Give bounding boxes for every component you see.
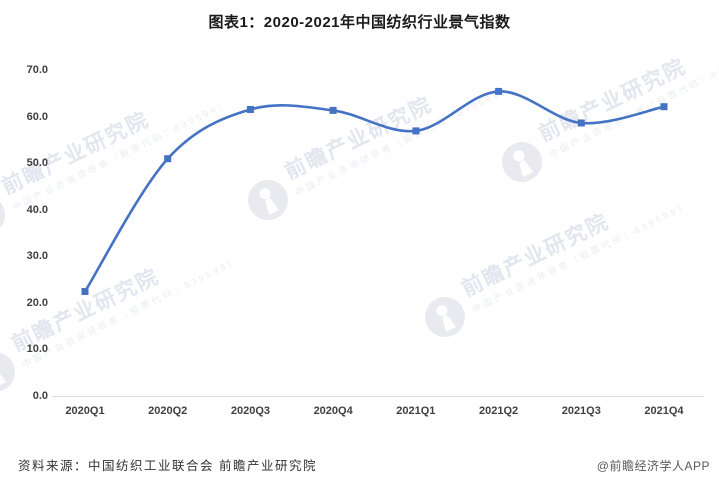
watermark-sub-text: 中国产业咨询领导者（股票代码：839599） bbox=[470, 200, 691, 315]
watermark-main-text: 前瞻产业研究院 bbox=[458, 209, 614, 302]
source-note: 资料来源：中国纺织工业联合会 前瞻产业研究院 bbox=[18, 459, 317, 473]
y-tick-label: 20.0 bbox=[26, 296, 48, 309]
y-tick-label: 70.0 bbox=[26, 64, 48, 77]
data-point-marker bbox=[246, 106, 254, 113]
watermark-sub-text: 中国产业咨询领导者（股票代码：839599） bbox=[20, 255, 241, 370]
data-point-marker bbox=[495, 87, 503, 95]
y-tick-label: 0.0 bbox=[32, 389, 48, 402]
credit-note: @前瞻经济学人APP bbox=[596, 459, 710, 473]
qianzhan-logo-icon bbox=[248, 180, 288, 220]
watermark-main-text: 前瞻产业研究院 bbox=[281, 92, 437, 185]
watermark-main-text: 前瞻产业研究院 bbox=[0, 107, 154, 200]
watermark-tile: 前瞻产业研究院 中国产业咨询领导者（股票代码：839599） bbox=[418, 168, 719, 362]
watermark-tile: 前瞻产业研究院 中国产业咨询领导者（股票代码：839599） bbox=[495, 13, 719, 207]
x-tick-label: 2021Q4 bbox=[644, 405, 684, 417]
x-tick-label: 2020Q4 bbox=[313, 405, 353, 417]
y-tick-label: 30.0 bbox=[26, 250, 48, 263]
data-point-marker bbox=[660, 103, 668, 111]
data-point-marker bbox=[81, 288, 89, 295]
data-point-marker bbox=[412, 127, 420, 135]
qianzhan-logo-icon bbox=[425, 297, 465, 337]
x-tick-label: 2020Q2 bbox=[148, 405, 188, 417]
data-point-marker bbox=[329, 106, 337, 114]
y-tick-label: 60.0 bbox=[26, 110, 48, 123]
data-point-marker bbox=[164, 155, 172, 163]
x-tick-label: 2021Q1 bbox=[396, 405, 436, 417]
series-line bbox=[83, 90, 666, 293]
chart-title: 图表1：2020-2021年中国纺织行业景气指数 bbox=[208, 14, 511, 31]
y-tick-label: 10.0 bbox=[26, 343, 48, 356]
y-tick-label: 50.0 bbox=[26, 157, 48, 170]
qianzhan-logo-icon bbox=[502, 142, 542, 182]
watermark-sub-text: 中国产业咨询领导者（股票代码：839599） bbox=[293, 83, 514, 198]
watermark-main-text: 前瞻产业研究院 bbox=[8, 264, 164, 357]
x-axis-line bbox=[52, 396, 704, 397]
watermark-sub-text: 中国产业咨询领导者（股票代码：839599） bbox=[547, 45, 719, 160]
y-tick-label: 40.0 bbox=[26, 203, 48, 216]
x-tick-label: 2021Q2 bbox=[478, 405, 519, 417]
data-point-marker bbox=[577, 119, 585, 127]
x-tick-label: 2020Q3 bbox=[230, 405, 270, 417]
watermark-main-text: 前瞻产业研究院 bbox=[535, 54, 691, 147]
x-tick-label: 2021Q3 bbox=[561, 405, 601, 417]
x-tick-label: 2020Q1 bbox=[65, 405, 105, 417]
watermark-tile: 前瞻产业研究院 中国产业咨询领导者（股票代码：839599） bbox=[241, 51, 555, 245]
